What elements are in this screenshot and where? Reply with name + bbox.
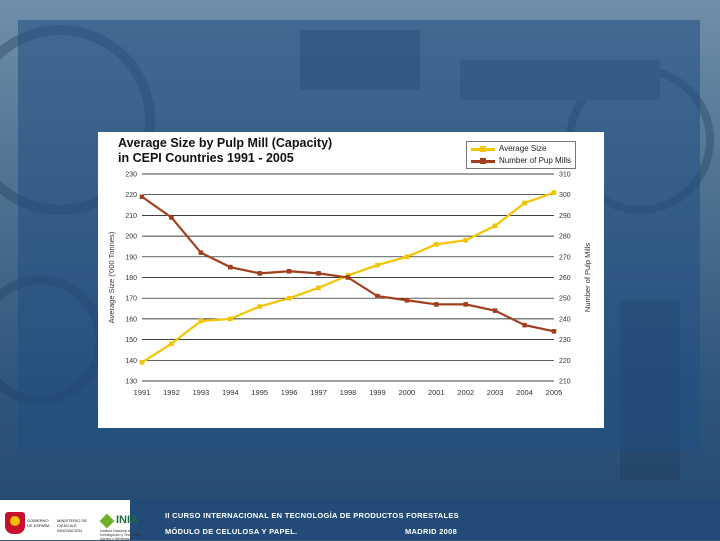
data-point-pulp-mills [139,194,145,200]
data-point-pulp-mills [522,322,527,328]
data-point-average-size [169,341,174,347]
data-point-pulp-mills [463,302,469,307]
data-point-average-size [522,200,527,206]
x-tick-label: 1991 [134,388,151,397]
chart-title: Average Size by Pulp Mill (Capacity) in … [118,136,388,166]
y-tick-left: 190 [125,254,137,261]
data-point-pulp-mills [286,268,292,274]
data-point-pulp-mills [345,275,351,280]
x-tick-label: 2000 [399,388,416,397]
x-tick-label: 1994 [222,388,239,397]
x-tick-label: 1995 [251,388,268,397]
x-tick-label: 1998 [340,388,357,397]
y-tick-right: 230 [559,337,571,344]
data-point-average-size [433,242,439,247]
data-point-pulp-mills [492,308,498,313]
data-point-pulp-mills [375,293,380,299]
y-tick-right: 310 [559,172,571,179]
inia-label: INIA [116,514,138,526]
data-point-pulp-mills [198,250,204,255]
footer-module-line: MÓDULO DE CELULOSA Y PAPEL. [165,527,298,536]
x-tick-label: 1999 [369,388,386,397]
x-tick-label: 2001 [428,388,445,397]
x-tick-label: 1992 [163,388,180,397]
inia-logo: INIA Instituto Nacional de Investigación… [99,513,148,541]
y-tick-left: 220 [125,192,137,199]
data-point-average-size [227,316,233,322]
chart-legend: Average Size Number of Pup Mills [466,141,576,169]
y-tick-left: 230 [125,172,137,179]
data-point-average-size [257,304,263,309]
legend-swatch-average-size [471,145,495,152]
y-tick-right: 210 [559,379,571,386]
legend-entry-average-size: Average Size [471,143,546,155]
footer-band [130,500,720,540]
x-tick-label: 1993 [193,388,210,397]
data-point-pulp-mills [257,271,263,276]
data-point-average-size [198,318,204,324]
data-point-pulp-mills [404,297,410,303]
y-tick-right: 250 [559,296,571,303]
y-tick-left: 180 [125,275,137,282]
data-point-pulp-mills [169,215,174,220]
data-point-average-size [404,254,410,260]
y-tick-right: 260 [559,275,571,282]
inia-sub-label: Instituto Nacional de Investigación y Te… [100,529,141,541]
data-point-average-size [139,360,145,365]
inia-mark-icon [99,513,115,529]
chart-title-line-2: in CEPI Countries 1991 - 2005 [118,151,294,165]
y-tick-right: 240 [559,316,571,323]
x-tick-label: 1996 [281,388,298,397]
y-tick-right: 280 [559,234,571,241]
gov-label-1: GOBIERNO DE ESPAÑA [27,518,50,528]
y-tick-left: 210 [125,213,137,220]
x-tick-label: 2003 [487,388,504,397]
x-tick-label: 2002 [457,388,474,397]
chart-card: Average Size by Pulp Mill (Capacity) in … [98,132,604,428]
legend-label-average-size: Average Size [499,144,547,153]
gov-label-2: MINISTERIO DE CIENCIA E INNOVACIÓN [57,518,88,533]
y-tick-right: 290 [559,213,571,220]
y-tick-right: 220 [559,358,571,365]
y-tick-right: 300 [559,192,571,199]
data-point-pulp-mills [433,302,439,307]
y-tick-left: 130 [125,379,137,386]
x-tick-label: 2005 [546,388,563,397]
data-point-average-size [551,190,557,195]
line-chart: 130 140 150 160 170 180 190 200 210 220 230 210 220 2… [107,172,592,398]
x-tick-label: 2004 [516,388,533,397]
y-axis-label-left: Average Size ('000 Tonnes) [107,231,116,323]
data-point-average-size [286,295,292,301]
footer-course-line: II CURSO INTERNACIONAL EN TECNOLOGÍA DE … [165,511,459,520]
data-point-average-size [463,237,469,243]
legend-swatch-pulp-mills [471,157,495,164]
y-tick-left: 170 [125,296,137,303]
legend-label-pulp-mills: Number of Pup Mills [499,156,572,165]
y-tick-left: 200 [125,234,137,241]
data-point-average-size [492,223,498,229]
footer-place-date: MADRID 2008 [405,527,458,536]
data-point-pulp-mills [316,271,321,276]
y-tick-left: 160 [125,316,137,323]
data-point-pulp-mills [551,329,557,334]
y-tick-left: 150 [125,337,137,344]
y-axis-label-right: Number of Pulp Mills [583,243,592,312]
data-point-average-size [316,285,321,291]
data-point-average-size [375,262,380,268]
y-tick-right: 270 [559,254,571,261]
government-logo: GOBIERNO DE ESPAÑA MINISTERIO DE CIENCIA… [5,512,97,538]
data-point-pulp-mills [227,264,233,270]
series-line-pulp-mills [141,195,555,333]
chart-title-line-1: Average Size by Pulp Mill (Capacity) [118,136,333,150]
x-tick-label: 1997 [310,388,327,397]
legend-entry-pulp-mills: Number of Pup Mills [471,155,571,167]
y-tick-left: 140 [125,358,137,365]
spain-crest-icon [5,512,25,534]
